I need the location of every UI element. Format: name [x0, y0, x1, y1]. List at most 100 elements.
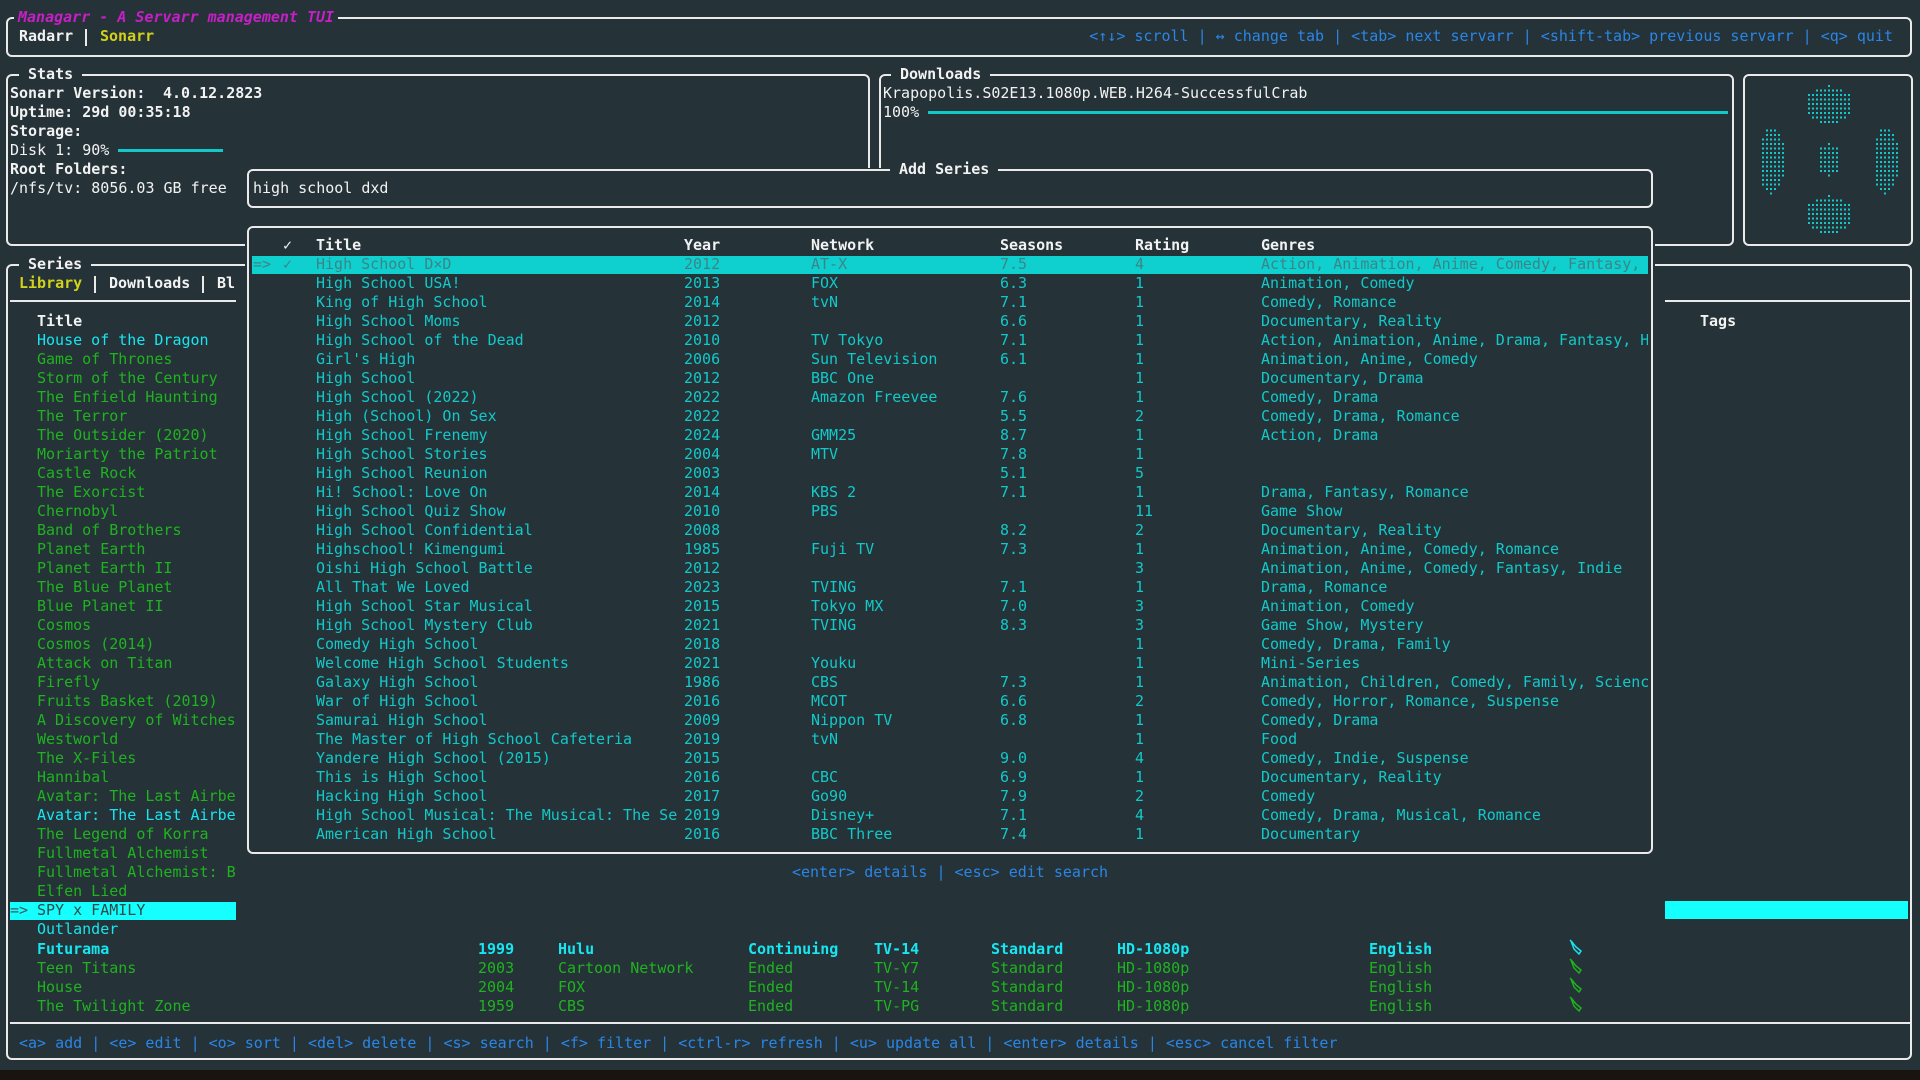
series-list-item[interactable]: Outlander — [37, 920, 119, 938]
result-rating: 4 — [1135, 255, 1145, 273]
logo-dot — [1816, 222, 1818, 224]
series-list-item[interactable]: Fruits Basket (2019) — [37, 692, 218, 710]
series-list-item[interactable]: Westworld — [37, 730, 119, 748]
logo-dot — [1824, 161, 1826, 163]
tab-radarr[interactable]: Radarr — [19, 27, 74, 45]
header-check[interactable]: ✓ — [283, 236, 293, 254]
result-genres: Comedy — [1261, 787, 1316, 805]
logo-dot — [1820, 161, 1822, 163]
logo-dot — [1762, 174, 1764, 177]
series-list-item[interactable]: The Blue Planet — [37, 578, 173, 596]
series-list-item[interactable]: Planet Earth II — [37, 559, 173, 577]
logo-dot — [1770, 165, 1772, 168]
series-row[interactable] — [10, 997, 1908, 1016]
logo-dot — [1828, 199, 1830, 202]
series-footer-help: <a> add | <e> edit | <o> sort | <del> de… — [19, 1034, 1338, 1052]
header-title[interactable]: Title — [316, 236, 362, 254]
logo-dot — [1880, 152, 1882, 154]
logo-dot — [1808, 112, 1810, 114]
logo-dot — [1820, 107, 1822, 110]
result-network: BBC Three — [811, 825, 893, 843]
series-list-item[interactable]: The Legend of Korra — [37, 825, 209, 843]
series-list-item[interactable]: A Discovery of Witches — [37, 711, 236, 729]
series-list-item[interactable]: The Terror — [37, 407, 128, 425]
logo-dot — [1820, 152, 1822, 154]
series-list-item[interactable]: Band of Brothers — [37, 521, 182, 539]
series-list-item[interactable]: Planet Earth — [37, 540, 146, 558]
series-list-item[interactable]: Castle Rock — [37, 464, 137, 482]
series-list-item[interactable]: Chernobyl — [37, 502, 119, 520]
series-list-item[interactable]: Cosmos — [37, 616, 92, 634]
logo-dot — [1774, 174, 1776, 177]
logo-dot — [1848, 204, 1850, 206]
logo-dot — [1828, 147, 1830, 150]
series-row[interactable] — [10, 959, 1908, 978]
series-list-item[interactable]: SPY x FAMILY — [37, 901, 146, 919]
series-list-item[interactable]: Elfen Lied — [37, 882, 128, 900]
series-list-item[interactable]: Blue Planet II — [37, 597, 164, 615]
series-language: English — [1369, 997, 1433, 1015]
logo-dot — [1762, 147, 1764, 150]
series-row[interactable] — [10, 940, 1908, 959]
logo-dot — [1880, 143, 1882, 145]
logo-dot — [1876, 174, 1878, 177]
header-genres[interactable]: Genres — [1261, 236, 1316, 254]
tab-library[interactable]: Library — [19, 274, 83, 292]
series-list-item[interactable]: House of the Dragon — [37, 331, 209, 349]
selected-row-highlight — [10, 902, 236, 920]
series-row[interactable] — [10, 978, 1908, 997]
tab-sonarr[interactable]: Sonarr — [100, 27, 155, 45]
logo-dot — [1816, 112, 1818, 114]
header-network[interactable]: Network — [811, 236, 875, 254]
series-list-item[interactable]: Attack on Titan — [37, 654, 173, 672]
logo-dot — [1762, 143, 1764, 145]
series-list-item[interactable]: Avatar: The Last Airbe — [37, 787, 236, 805]
tab-blocklist[interactable]: Bl — [217, 274, 236, 292]
logo-dot — [1844, 98, 1846, 101]
series-list-item[interactable]: The Outsider (2020) — [37, 426, 209, 444]
series-list-item[interactable]: Fullmetal Alchemist: B — [37, 863, 236, 881]
series-list-item[interactable]: Moriarty the Patriot — [37, 445, 218, 463]
logo-dot — [1832, 204, 1834, 206]
result-rating: 2 — [1135, 407, 1145, 425]
logo-dot — [1828, 213, 1830, 215]
series-list-item[interactable]: Game of Thrones — [37, 350, 173, 368]
logo-dot — [1812, 107, 1814, 110]
logo-dot — [1766, 152, 1768, 154]
logo-dot — [1820, 156, 1822, 159]
logo-dot — [1836, 98, 1838, 101]
result-rating: 1 — [1135, 312, 1145, 330]
logo-dot — [1816, 217, 1818, 220]
series-list-item[interactable]: Avatar: The Last Airbe — [37, 806, 236, 824]
logo-dot — [1876, 138, 1878, 141]
series-list-item[interactable]: Hannibal — [37, 768, 110, 786]
series-list-item[interactable]: Firefly — [37, 673, 101, 691]
logo-dot — [1824, 121, 1826, 123]
result-year: 2010 — [684, 331, 721, 349]
result-genres: Documentary, Reality — [1261, 768, 1442, 786]
logo-dot — [1808, 208, 1810, 211]
logo-dot — [1832, 208, 1834, 211]
series-list-item[interactable]: Cosmos (2014) — [37, 635, 155, 653]
logo-dot — [1774, 156, 1776, 159]
series-list-item[interactable]: The Exorcist — [37, 483, 146, 501]
tab-downloads[interactable]: Downloads — [109, 274, 191, 292]
logo-dot — [1766, 179, 1768, 181]
result-genres: Comedy, Drama — [1261, 388, 1379, 406]
add-series-search-input[interactable]: high school dxd — [253, 179, 389, 197]
logo-dot — [1884, 129, 1886, 132]
header-year[interactable]: Year — [684, 236, 721, 254]
result-title: This is High School — [316, 768, 488, 786]
series-list-item[interactable]: The Enfield Haunting — [37, 388, 218, 406]
series-list-item[interactable]: Fullmetal Alchemist — [37, 844, 209, 862]
header-rating[interactable]: Rating — [1135, 236, 1190, 254]
logo-dot — [1844, 116, 1846, 119]
logo-dot — [1778, 179, 1780, 181]
series-list-item[interactable]: The X-Files — [37, 749, 137, 767]
logo-dot — [1836, 94, 1838, 96]
series-list-item[interactable]: Storm of the Century — [37, 369, 218, 387]
header-seasons[interactable]: Seasons — [1000, 236, 1064, 254]
result-genres: Comedy, Drama, Family — [1261, 635, 1451, 653]
logo-dot — [1774, 170, 1776, 172]
logo-dot — [1828, 152, 1830, 154]
